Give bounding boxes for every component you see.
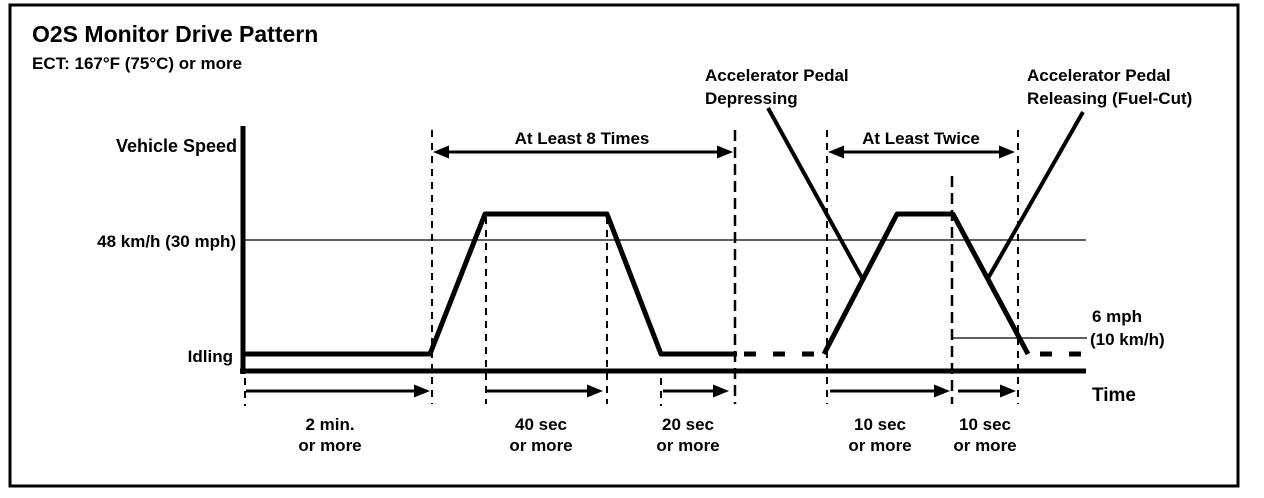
interval-label-40sec-line2: or more: [509, 436, 572, 455]
accel-depressing-label-line2: Depressing: [705, 89, 798, 108]
speed-trace-first-cycle: [245, 211, 737, 357]
interval-label-10sec-b-line1: 10 sec: [959, 415, 1011, 434]
at-least-twice-label: At Least Twice: [862, 129, 980, 148]
accel-releasing-pointer-line: [985, 111, 1085, 281]
y-axis-label: Vehicle Speed: [116, 136, 237, 156]
interval-label-2min-line1: 2 min.: [305, 415, 354, 434]
interval-label-10sec-a-line1: 10 sec: [854, 415, 906, 434]
arrow-right-head-icon: [717, 145, 733, 159]
interval-label-20sec-line1: 20 sec: [662, 415, 714, 434]
interval-label-40sec-line1: 40 sec: [515, 415, 567, 434]
page-title: O2S Monitor Drive Pattern: [32, 21, 318, 47]
accel-depressing-label-line1: Accelerator Pedal: [705, 66, 849, 85]
x-axis-label: Time: [1092, 385, 1136, 406]
arrow-right-head-icon: [934, 384, 950, 398]
arrow-right-head-icon: [713, 384, 729, 398]
diagram-border: [8, 3, 1240, 488]
arrow-right-head-icon: [999, 145, 1015, 159]
ect-condition-label: ECT: 167°F (75°C) or more: [32, 54, 242, 73]
interval-label-10sec-b-line2: or more: [953, 436, 1016, 455]
arrow-right-head-icon: [587, 384, 603, 398]
interval-label-20sec-line2: or more: [656, 436, 719, 455]
accel-releasing-label-line2: Releasing (Fuel-Cut): [1027, 89, 1192, 108]
fuel-cut-speed-label-line2: (10 km/h): [1090, 330, 1165, 349]
accel-depressing-pointer-line: [766, 107, 864, 279]
arrow-left-head-icon: [433, 145, 449, 159]
interval-label-10sec-a-line2: or more: [848, 436, 911, 455]
speed-48kmh-label: 48 km/h (30 mph): [97, 232, 236, 251]
arrow-right-head-icon: [414, 384, 430, 398]
interval-label-2min-line2: or more: [298, 436, 361, 455]
arrow-left-head-icon: [828, 145, 844, 159]
speed-trace-second-cycle: [821, 211, 1031, 356]
at-least-8-times-label: At Least 8 Times: [515, 129, 650, 148]
accel-releasing-label-line1: Accelerator Pedal: [1027, 66, 1171, 85]
idling-label: Idling: [188, 347, 233, 366]
arrow-right-head-icon: [1000, 384, 1016, 398]
fuel-cut-speed-label-line1: 6 mph: [1092, 307, 1142, 326]
